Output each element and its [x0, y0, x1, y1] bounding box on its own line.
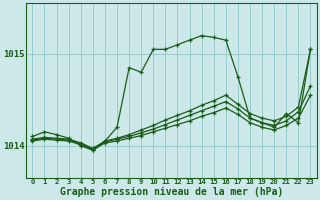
X-axis label: Graphe pression niveau de la mer (hPa): Graphe pression niveau de la mer (hPa)	[60, 186, 283, 197]
